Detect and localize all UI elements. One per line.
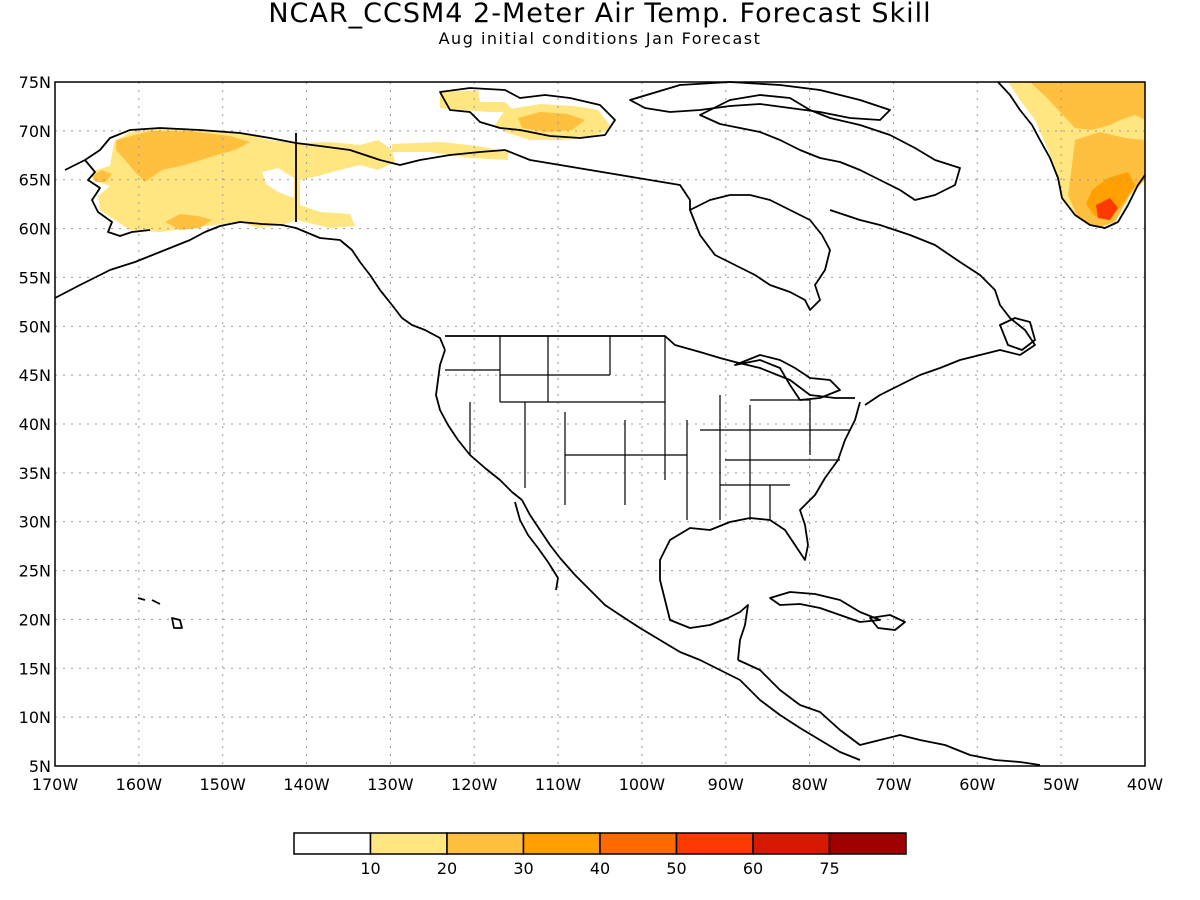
longitude-label: 70W — [875, 775, 911, 794]
central-america — [737, 659, 1041, 766]
ellesmere-island — [629, 81, 891, 121]
map-frame — [54, 81, 1146, 767]
latitude-label: 65N — [19, 171, 51, 190]
greenland-skill-region-mid — [1030, 82, 1145, 130]
map-title: NCAR_CCSM4 2-Meter Air Temp. Forecast Sk… — [268, 0, 932, 29]
alaska-skill-gap — [262, 168, 294, 198]
alaska-skill-region-core — [116, 131, 250, 182]
great-lakes — [734, 354, 841, 401]
colorbar-label: 50 — [666, 859, 686, 878]
colorbar-label: 75 — [819, 859, 839, 878]
colorbar-swatch — [675, 832, 754, 855]
colorbar-swatch — [522, 832, 601, 855]
alaska-skill-region-west — [92, 170, 112, 182]
state-lines — [445, 336, 850, 520]
latitude-label: 70N — [19, 122, 51, 141]
baffin-island — [699, 94, 961, 201]
longitude-label: 40W — [1127, 775, 1163, 794]
longitude-label: 130W — [367, 775, 414, 794]
colorbar-swatch — [293, 832, 372, 855]
alaska-north-coast — [64, 127, 506, 171]
arctic-skill-region-west — [440, 90, 515, 112]
alaska-skill-region-south — [165, 214, 212, 230]
baja-california — [514, 501, 559, 591]
us-west-coast — [435, 349, 523, 501]
arctic-skill-region-east-core — [518, 112, 585, 132]
latitude-label: 35N — [19, 464, 51, 483]
latitude-label: 75N — [19, 73, 51, 92]
latitude-label: 20N — [19, 610, 51, 629]
cuba — [769, 591, 881, 623]
canada-north-coast — [504, 149, 691, 210]
colorbar-label: 20 — [437, 859, 457, 878]
longitude-label: 170W — [32, 775, 79, 794]
colorbar-swatch — [752, 832, 831, 855]
longitude-label: 90W — [708, 775, 744, 794]
colorbar-swatch — [369, 832, 448, 855]
colorbar-label: 10 — [360, 859, 380, 878]
longitude-labels: 170W 160W 150W 140W 130W 120W 110W 100W 90W 80W 70… — [32, 775, 1163, 794]
gulf-coast — [659, 401, 861, 661]
labrador-coast — [829, 209, 1036, 406]
longitude-label: 120W — [451, 775, 498, 794]
map-subtitle: Aug initial conditions Jan Forecast — [438, 29, 762, 48]
latitude-label: 10N — [19, 708, 51, 727]
colorbar-swatch — [599, 832, 678, 855]
arctic-skill-strip — [392, 142, 508, 160]
colorbar-label: 30 — [513, 859, 533, 878]
greenland-skill-region-peak — [1096, 198, 1118, 220]
latitude-labels: 75N 70N 65N 60N 55N 50N 45N 40N 35N 30N 25N 20N 15N 1… — [19, 73, 51, 776]
greenland-coast — [997, 81, 1146, 229]
colorbar-label: 60 — [743, 859, 763, 878]
longitude-label: 100W — [619, 775, 666, 794]
colorbar-swatch — [828, 832, 907, 855]
state-borders — [445, 336, 850, 520]
canada-us-border — [445, 335, 855, 399]
map-grid — [55, 82, 1145, 766]
arctic-islands — [439, 87, 616, 139]
latitude-label: 15N — [19, 659, 51, 678]
longitude-label: 60W — [959, 775, 995, 794]
alaska-coast — [54, 221, 446, 351]
latitude-label: 25N — [19, 562, 51, 581]
longitude-label: 80W — [792, 775, 828, 794]
alaska-west-coast — [84, 159, 151, 237]
mexico-west-coast — [521, 499, 861, 761]
latitude-label: 40N — [19, 415, 51, 434]
colorbar: 10 20 30 40 50 60 75 — [293, 832, 907, 878]
latitude-label: 5N — [29, 757, 51, 776]
latitude-label: 30N — [19, 513, 51, 532]
longitude-label: 110W — [535, 775, 582, 794]
coastlines — [54, 81, 1146, 766]
longitude-label: 50W — [1043, 775, 1079, 794]
latitude-label: 50N — [19, 317, 51, 336]
longitude-label: 150W — [200, 775, 247, 794]
newfoundland — [999, 317, 1036, 351]
longitude-label: 160W — [116, 775, 163, 794]
longitude-label: 140W — [283, 775, 330, 794]
skill-shading — [92, 82, 1145, 232]
latitude-label: 45N — [19, 366, 51, 385]
latitude-label: 60N — [19, 220, 51, 239]
latitude-label: 55N — [19, 268, 51, 287]
hudson-bay — [689, 194, 831, 311]
colorbar-label: 40 — [590, 859, 610, 878]
colorbar-swatch — [446, 832, 525, 855]
hawaii — [137, 597, 183, 629]
hispaniola — [869, 614, 906, 631]
